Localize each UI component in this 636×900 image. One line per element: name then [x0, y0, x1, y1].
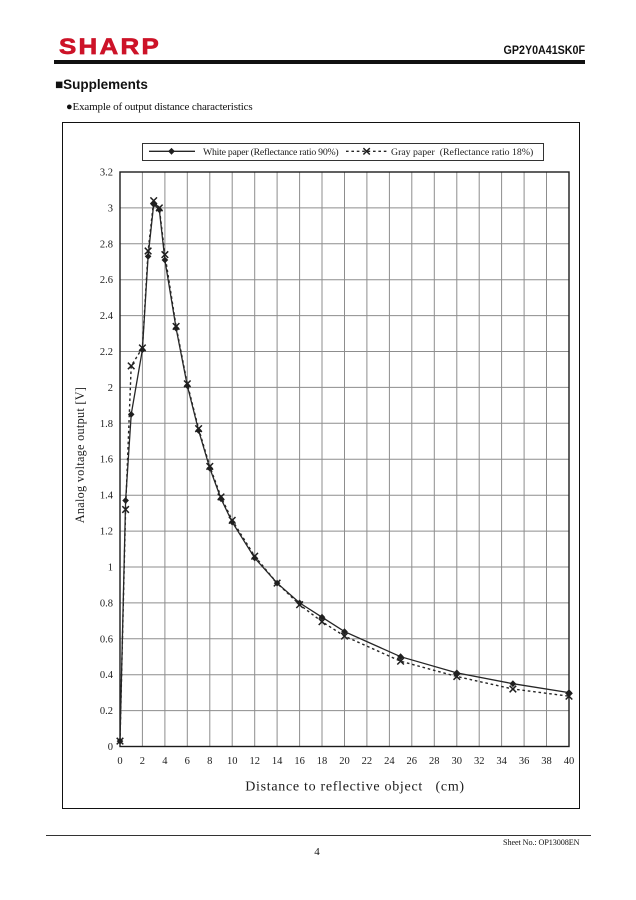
svg-text:0: 0 — [117, 756, 122, 767]
svg-text:2: 2 — [108, 383, 113, 394]
svg-text:0: 0 — [108, 742, 113, 753]
svg-text:16: 16 — [294, 756, 305, 767]
svg-text:1.8: 1.8 — [100, 419, 113, 430]
svg-text:40: 40 — [564, 756, 575, 767]
svg-text:2.8: 2.8 — [100, 239, 113, 250]
svg-text:Gray paper (Reflectance ratio: Gray paper (Reflectance ratio 18%) — [391, 147, 533, 158]
svg-text:18: 18 — [317, 756, 328, 767]
svg-text:1.2: 1.2 — [100, 527, 113, 538]
svg-text:22: 22 — [362, 756, 373, 767]
svg-text:6: 6 — [185, 756, 190, 767]
svg-text:0.8: 0.8 — [100, 598, 113, 609]
svg-text:2.4: 2.4 — [100, 311, 114, 322]
svg-text:2.2: 2.2 — [100, 347, 113, 358]
svg-text:38: 38 — [541, 756, 552, 767]
svg-text:12: 12 — [249, 756, 260, 767]
svg-text:1.4: 1.4 — [100, 491, 114, 502]
svg-text:24: 24 — [384, 756, 395, 767]
svg-text:1: 1 — [108, 563, 113, 574]
svg-text:36: 36 — [519, 756, 530, 767]
svg-text:2.6: 2.6 — [100, 275, 113, 286]
svg-text:34: 34 — [496, 756, 507, 767]
svg-text:Distance to reflective object: Distance to reflective object (cm) — [245, 780, 465, 795]
svg-text:0.4: 0.4 — [100, 670, 114, 681]
svg-text:28: 28 — [429, 756, 440, 767]
svg-text:4: 4 — [162, 756, 168, 767]
svg-text:14: 14 — [272, 756, 283, 767]
svg-text:3.2: 3.2 — [100, 168, 113, 179]
svg-text:2: 2 — [140, 756, 145, 767]
svg-text:26: 26 — [407, 756, 418, 767]
svg-text:1.6: 1.6 — [100, 455, 113, 466]
svg-text:10: 10 — [227, 756, 238, 767]
svg-text:0.2: 0.2 — [100, 706, 113, 717]
svg-text:0.6: 0.6 — [100, 634, 113, 645]
svg-text:Analog voltage output [V]: Analog voltage output [V] — [73, 387, 87, 523]
svg-text:32: 32 — [474, 756, 485, 767]
svg-text:3: 3 — [108, 203, 113, 214]
svg-text:20: 20 — [339, 756, 350, 767]
svg-text:30: 30 — [452, 756, 463, 767]
svg-text:White paper (Reflectance ratio: White paper (Reflectance ratio 90%) — [203, 147, 338, 158]
svg-text:8: 8 — [207, 756, 212, 767]
